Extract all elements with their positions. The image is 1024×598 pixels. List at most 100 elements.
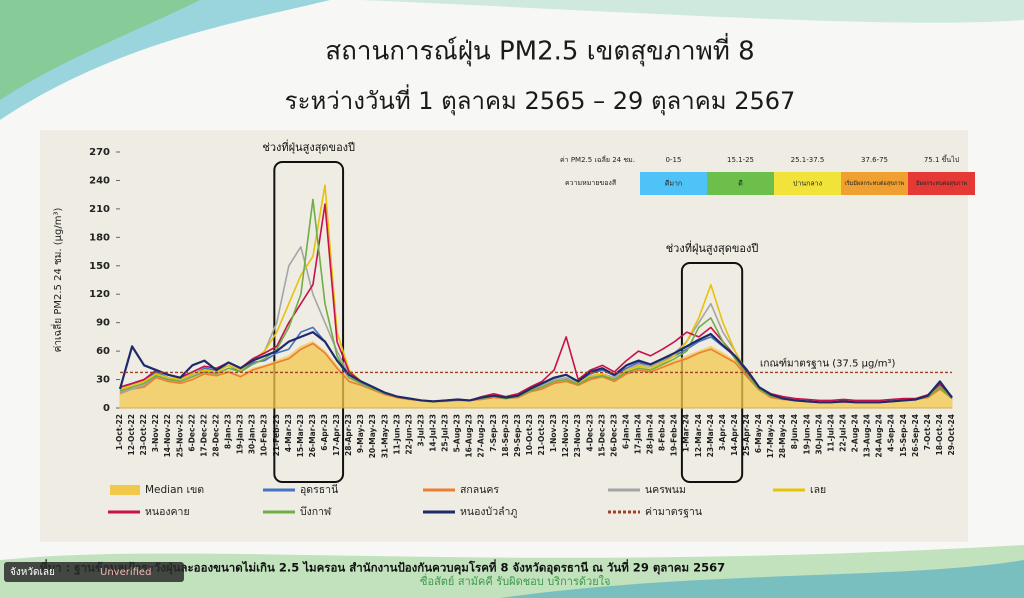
scale-range: 37.6-75 — [861, 156, 888, 164]
y-tick-label: 60 — [96, 346, 110, 357]
x-tick-label: 16-Aug-23 — [465, 414, 474, 458]
x-tick-label: 7-Sep-23 — [489, 414, 498, 452]
x-tick-label: 28-Dec-22 — [211, 414, 220, 457]
x-tick-label: 6-May-24 — [754, 414, 763, 453]
x-tick-label: 4-Dec-23 — [585, 414, 594, 452]
x-tick-label: 1-Nov-23 — [549, 414, 558, 452]
x-tick-label: 3-Apr-24 — [718, 414, 727, 451]
scale-range: 15.1-25 — [727, 156, 754, 164]
legend-label: สกลนคร — [460, 484, 499, 496]
x-tick-label: 30-Jan-23 — [248, 414, 257, 454]
chart-title: สถานการณ์ฝุ่น PM2.5 เขตสุขภาพที่ 8 — [325, 33, 754, 67]
scale-swatch — [908, 172, 975, 195]
legend-label: หนองบัวลำภู — [460, 506, 517, 518]
x-tick-label: 3-Nov-22 — [151, 414, 160, 452]
x-tick-label: 19-Jan-23 — [236, 414, 245, 454]
legend-label: อุดรธานี — [300, 483, 338, 496]
x-tick-label: 6-Jan-24 — [621, 414, 630, 449]
scale-range: 0-15 — [666, 156, 682, 164]
overlay-badge — [4, 562, 184, 582]
x-tick-label: 31-May-23 — [380, 414, 389, 458]
y-tick-label: 30 — [96, 375, 110, 386]
x-tick-label: 5-Aug-23 — [453, 414, 462, 452]
legend-label: หนองคาย — [145, 506, 190, 518]
x-tick-label: 18-Oct-24 — [935, 414, 944, 456]
x-tick-label: 1-Mar-24 — [682, 414, 691, 452]
x-tick-label: 3-Jul-23 — [416, 414, 425, 447]
scale-swatch — [841, 172, 908, 195]
legend-label: เลย — [810, 484, 826, 496]
scale-row-label: ความหมายของสี — [565, 179, 617, 187]
x-tick-label: 10-Oct-23 — [525, 414, 534, 456]
x-tick-label: 13-Aug-24 — [863, 414, 872, 458]
x-tick-label: 23-Nov-23 — [573, 414, 582, 457]
x-tick-label: 17-Dec-22 — [199, 414, 208, 457]
legend-label: นครพนม — [645, 484, 686, 496]
x-tick-label: 19-Feb-24 — [670, 414, 679, 456]
scale-title: ค่า PM2.5 เฉลี่ย 24 ชม. — [560, 155, 635, 164]
x-tick-label: 4-Sep-24 — [887, 414, 896, 452]
x-tick-label: 28-May-24 — [778, 414, 787, 458]
legend-label: ค่ามาตรฐาน — [645, 506, 702, 518]
scale-label: มีผลกระทบต่อสุขภาพ — [916, 180, 968, 187]
x-tick-label: 26-Dec-23 — [609, 414, 618, 457]
x-tick-label: 28-Jan-24 — [646, 414, 655, 454]
x-tick-label: 27-Aug-23 — [477, 414, 486, 458]
x-tick-label: 20-May-23 — [368, 414, 377, 458]
x-tick-label: 25-Nov-22 — [175, 414, 184, 457]
x-tick-label: 30-Jun-24 — [814, 414, 823, 455]
x-tick-label: 23-Mar-24 — [706, 414, 715, 457]
x-tick-label: 21-Feb-23 — [272, 414, 281, 456]
scale-range: 75.1 ขึ้นไป — [924, 153, 960, 164]
overlay-status: Unverified — [100, 567, 151, 578]
y-tick-label: 210 — [89, 204, 110, 215]
x-tick-label: 25-Apr-24 — [742, 414, 751, 456]
scale-swatch — [707, 172, 774, 195]
x-tick-label: 1-Oct-22 — [115, 414, 124, 450]
x-tick-label: 10-Feb-23 — [260, 414, 269, 456]
x-tick-label: 14-Nov-22 — [163, 414, 172, 457]
x-tick-label: 8-Jan-23 — [224, 414, 233, 449]
x-tick-label: 29-Oct-24 — [947, 414, 956, 456]
x-tick-label: 12-Oct-22 — [127, 414, 136, 456]
chart-subtitle: ระหว่างวันที่ 1 ตุลาคม 2565 – 29 ตุลาคม … — [285, 84, 796, 116]
wave-bottom-2 — [500, 560, 1024, 598]
scale-label: เริ่มมีผลกระทบต่อสุขภาพ — [845, 179, 905, 187]
legend-label: Median เขต — [145, 484, 204, 496]
wave-top-2 — [0, 0, 200, 100]
legend-label: บึงกาฬ — [300, 506, 332, 518]
x-tick-label: 2-Aug-24 — [851, 414, 860, 452]
x-tick-label: 22-Jun-23 — [404, 414, 413, 455]
overlay-location: จังหวัดเลย — [10, 567, 55, 578]
scale-label: ดี — [738, 180, 743, 188]
x-tick-label: 15-Dec-23 — [597, 414, 606, 457]
y-tick-label: 240 — [89, 175, 110, 186]
scale-swatch — [640, 172, 707, 195]
x-tick-label: 17-Jan-24 — [633, 414, 642, 454]
x-tick-label: 18-Sep-23 — [501, 414, 510, 457]
wave-top-3 — [360, 0, 1024, 23]
highlight-label: ช่วงที่ฝุ่นสูงสุดของปี — [262, 139, 355, 154]
x-tick-label: 23-Oct-22 — [139, 414, 148, 456]
x-tick-label: 12-Mar-24 — [694, 414, 703, 457]
x-tick-label: 4-Mar-23 — [284, 414, 293, 452]
scale-swatch — [774, 172, 841, 195]
x-tick-label: 25-Jul-23 — [441, 414, 450, 452]
x-tick-label: 29-Sep-23 — [513, 414, 522, 457]
x-tick-label: 6-Apr-23 — [320, 414, 329, 451]
x-tick-label: 11-Jul-24 — [826, 414, 835, 452]
y-tick-label: 0 — [103, 403, 110, 414]
x-tick-label: 17-May-24 — [766, 414, 775, 458]
source-note: ที่มา : ฐานข้อมูลเฝ้าระวังฝุ่นละอองขนาดไ… — [40, 559, 725, 576]
series-line — [118, 331, 953, 404]
x-tick-label: 15-Mar-23 — [296, 414, 305, 457]
scale-label: ปานกลาง — [793, 180, 822, 188]
motto: ซื่อสัตย์ สามัคคี รับผิดชอบ บริการด้วยใจ — [420, 573, 610, 588]
x-tick-label: 12-Nov-23 — [561, 414, 570, 457]
x-tick-label: 26-Mar-23 — [308, 414, 317, 457]
x-tick-label: 9-May-23 — [356, 414, 365, 453]
x-tick-label: 15-Sep-24 — [899, 414, 908, 457]
x-tick-label: 11-Jun-23 — [392, 414, 401, 455]
